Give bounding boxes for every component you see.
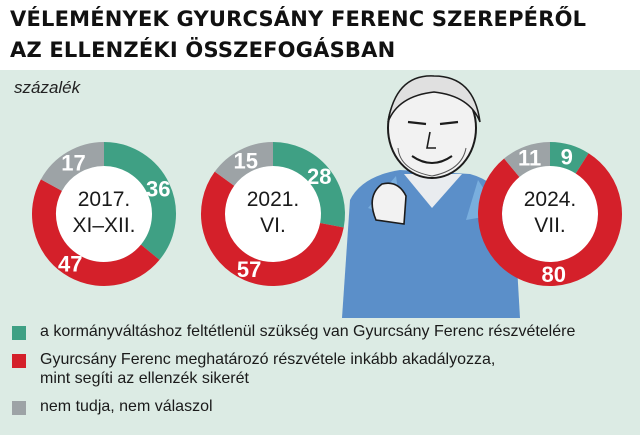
center-label: 2021. bbox=[247, 188, 300, 211]
donut-charts: 36 47 17 2017. XI–XII. 28 57 15 2021. VI. 9 80 11 202… bbox=[32, 75, 622, 318]
title-line-2: AZ ELLENZÉKI ÖSSZEFOGÁSBAN bbox=[10, 38, 396, 62]
legend-swatch-green bbox=[12, 326, 26, 340]
legend-item-red: Gyurcsány Ferenc meghatározó részvétele … bbox=[12, 350, 632, 388]
data-label-gray: 17 bbox=[61, 150, 85, 175]
center-label: 2024. bbox=[524, 188, 577, 211]
slice-red bbox=[478, 153, 622, 286]
slice-gray bbox=[214, 142, 274, 187]
donut-hole bbox=[225, 166, 321, 262]
donut-hole bbox=[56, 166, 152, 262]
person-illustration bbox=[342, 75, 520, 318]
slice-gray bbox=[40, 142, 105, 192]
chart-panel: százalék 36 47 17 2017. XI–XII. 28 57 15 2021. VI… bbox=[0, 70, 640, 435]
donut-hole bbox=[502, 166, 598, 262]
legend-label-green: a kormányváltáshoz feltétlenül szükség v… bbox=[40, 323, 576, 340]
legend-swatch-gray bbox=[12, 401, 26, 415]
slice-green bbox=[103, 142, 176, 260]
data-label-red: 47 bbox=[58, 252, 82, 277]
title-line-1: VÉLEMÉNYEK GYURCSÁNY FERENC SZEREPÉRŐL bbox=[10, 7, 587, 31]
data-label-red: 57 bbox=[237, 257, 261, 282]
legend-label-red: Gyurcsány Ferenc meghatározó részvétele … bbox=[40, 351, 496, 387]
data-label-gray: 15 bbox=[234, 149, 258, 174]
legend-item-gray: nem tudja, nem válaszol bbox=[12, 397, 632, 416]
slice-red bbox=[201, 171, 344, 286]
donut-1: 36 47 17 2017. XI–XII. bbox=[32, 142, 176, 286]
slice-green bbox=[272, 142, 345, 228]
data-label-green: 9 bbox=[561, 144, 573, 169]
center-label: 2017. bbox=[78, 188, 131, 211]
donut-3: 9 80 11 2024. VII. bbox=[478, 142, 622, 287]
slice-gray bbox=[504, 142, 551, 178]
unit-label: százalék bbox=[14, 78, 81, 97]
donut-2: 28 57 15 2021. VI. bbox=[201, 142, 345, 286]
legend-item-green: a kormányváltáshoz feltétlenül szükség v… bbox=[12, 322, 632, 341]
data-label-green: 28 bbox=[307, 164, 331, 189]
data-label-gray: 11 bbox=[518, 146, 541, 171]
legend-label-gray: nem tudja, nem válaszol bbox=[40, 398, 213, 415]
data-label-red: 80 bbox=[542, 262, 566, 287]
chart-title: VÉLEMÉNYEK GYURCSÁNY FERENC SZEREPÉRŐL A… bbox=[10, 4, 630, 66]
center-label: VII. bbox=[534, 214, 566, 237]
legend: a kormányváltáshoz feltétlenül szükség v… bbox=[12, 322, 632, 425]
center-label: VI. bbox=[260, 214, 286, 237]
legend-swatch-red bbox=[12, 354, 26, 368]
slice-red bbox=[32, 179, 160, 286]
data-label-green: 36 bbox=[146, 176, 170, 201]
center-label: XI–XII. bbox=[72, 214, 135, 237]
slice-green bbox=[549, 142, 589, 174]
